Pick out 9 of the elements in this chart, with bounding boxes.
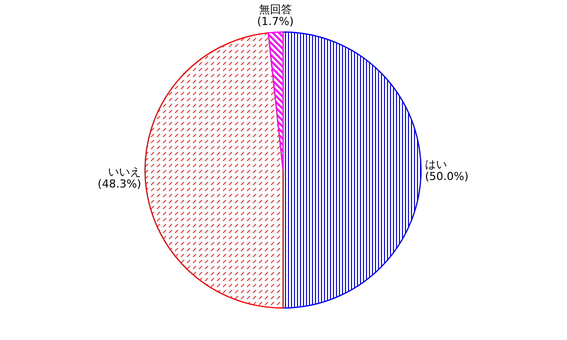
slice-label: 無回答 — [258, 3, 292, 16]
pie-slice — [144, 32, 284, 309]
slice-label: はい — [425, 158, 447, 171]
data-label: (48.3%) — [98, 178, 142, 191]
slice-label: いいえ — [108, 166, 142, 179]
data-label: (50.0%) — [425, 170, 469, 183]
pie-slice — [268, 31, 284, 171]
pie-slice — [282, 31, 422, 309]
data-label: (1.7%) — [257, 15, 294, 28]
